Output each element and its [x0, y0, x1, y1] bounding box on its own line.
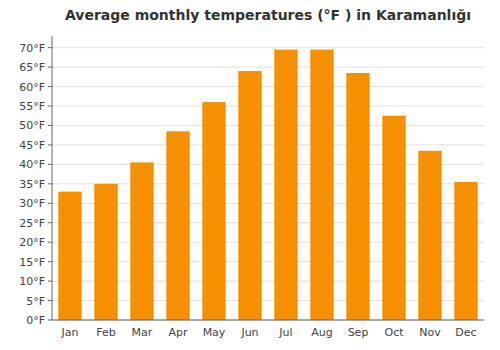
tick-mark	[48, 164, 52, 165]
tick-label: Apr	[168, 326, 188, 339]
tick-mark	[48, 222, 52, 223]
bar	[238, 71, 261, 320]
bar	[94, 184, 117, 320]
grid-line	[52, 144, 484, 145]
tick-mark	[48, 261, 52, 262]
grid-line	[52, 320, 484, 321]
tick-label: 50°F	[19, 119, 45, 132]
bars	[58, 50, 477, 320]
grid-line	[52, 106, 484, 107]
tick-label: 25°F	[19, 217, 45, 230]
tick-label: 60°F	[19, 81, 45, 94]
tick-mark	[48, 242, 52, 243]
tick-label: 40°F	[19, 158, 45, 171]
bar	[202, 102, 225, 320]
chart-container: Average monthly temperatures (°F ) in Ka…	[0, 0, 500, 350]
bar	[130, 162, 153, 320]
tick-label: 35°F	[19, 178, 45, 191]
x-axis-line	[52, 320, 484, 321]
tick-mark	[48, 320, 52, 321]
title: Average monthly temperatures (°F ) in Ka…	[65, 7, 471, 23]
tick-label: Aug	[311, 326, 332, 339]
tick-mark	[48, 86, 52, 87]
tick-label: May	[203, 326, 226, 339]
tick-mark	[48, 183, 52, 184]
tick-label: 10°F	[19, 275, 45, 288]
grid-line	[52, 125, 484, 126]
tick-label: 0°F	[26, 314, 45, 327]
tick-mark	[48, 300, 52, 301]
bar	[274, 50, 297, 320]
bar	[418, 151, 441, 320]
tick-label: 30°F	[19, 197, 45, 210]
tick-mark	[48, 144, 52, 145]
bar	[310, 50, 333, 320]
x-axis: Jan Feb Mar Apr May Jun Jul Aug Sep Oct Nov Dec	[61, 326, 477, 339]
bar	[58, 192, 81, 320]
tick-label: Feb	[96, 326, 115, 339]
tick-label: 70°F	[19, 42, 45, 55]
tick-label: 20°F	[19, 236, 45, 249]
y-axis: 0°F 5°F 10°F 15°F 20°F 25°F 30°F 35°F 40°F 45°F 50…	[19, 42, 484, 327]
tick-label: Dec	[455, 326, 476, 339]
tick-label: Jan	[61, 326, 79, 339]
bar	[454, 182, 477, 320]
tick-label: Nov	[419, 326, 441, 339]
tick-label: 65°F	[19, 61, 45, 74]
bar	[382, 116, 405, 320]
tick-label: 55°F	[19, 100, 45, 113]
grid-line	[52, 86, 484, 87]
bar	[166, 131, 189, 320]
tick-mark	[48, 125, 52, 126]
bar	[346, 73, 369, 320]
tick-mark	[48, 47, 52, 48]
tick-label: 5°F	[26, 295, 45, 308]
tick-mark	[48, 106, 52, 107]
chart: Average monthly temperatures (°F ) in Ka…	[0, 0, 500, 350]
tick-label: Mar	[132, 326, 153, 339]
tick-label: Jun	[240, 326, 258, 339]
tick-mark	[48, 281, 52, 282]
tick-label: Jul	[278, 326, 292, 339]
y-axis-line	[52, 36, 53, 320]
grid-line	[52, 47, 484, 48]
tick-label: Oct	[384, 326, 404, 339]
tick-mark	[48, 203, 52, 204]
tick-mark	[48, 67, 52, 68]
tick-label: Sep	[348, 326, 369, 339]
tick-label: 45°F	[19, 139, 45, 152]
tick-label: 15°F	[19, 256, 45, 269]
grid-line	[52, 67, 484, 68]
